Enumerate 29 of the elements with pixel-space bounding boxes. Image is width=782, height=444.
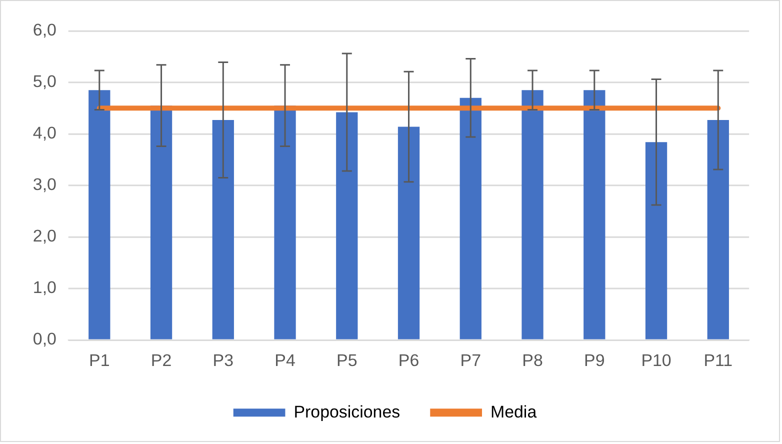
x-tick-label: P8 [522,350,543,370]
y-tick-label: 2,0 [32,226,56,246]
x-tick-label: P10 [641,350,672,370]
bar [212,120,234,340]
x-tick-label: P5 [336,350,358,370]
y-tick-label: 0,0 [32,330,56,349]
bar [336,112,358,340]
bar [88,90,110,340]
legend-label: Proposiciones [294,402,400,422]
x-tick-label: P1 [89,350,110,370]
bar [460,98,482,340]
x-tick-label: P3 [212,350,234,370]
y-tick-label: 4,0 [32,124,56,143]
y-tick-label: 3,0 [32,175,56,194]
legend-label: Media [490,402,538,422]
bar [707,120,729,340]
bar [645,142,668,340]
y-tick-label: 1,0 [32,278,56,298]
bar [584,90,606,340]
x-tick-label: P6 [398,350,420,370]
bar [398,126,420,340]
x-tick-label: P7 [460,350,482,370]
y-tick-label: 5,0 [32,72,56,92]
bar [522,90,544,340]
y-tick-label: 6,0 [32,20,56,40]
x-tick-label: P4 [274,350,296,370]
x-tick-label: P11 [704,350,733,370]
x-tick-label: P2 [150,350,172,370]
x-tick-label: P9 [584,350,605,370]
